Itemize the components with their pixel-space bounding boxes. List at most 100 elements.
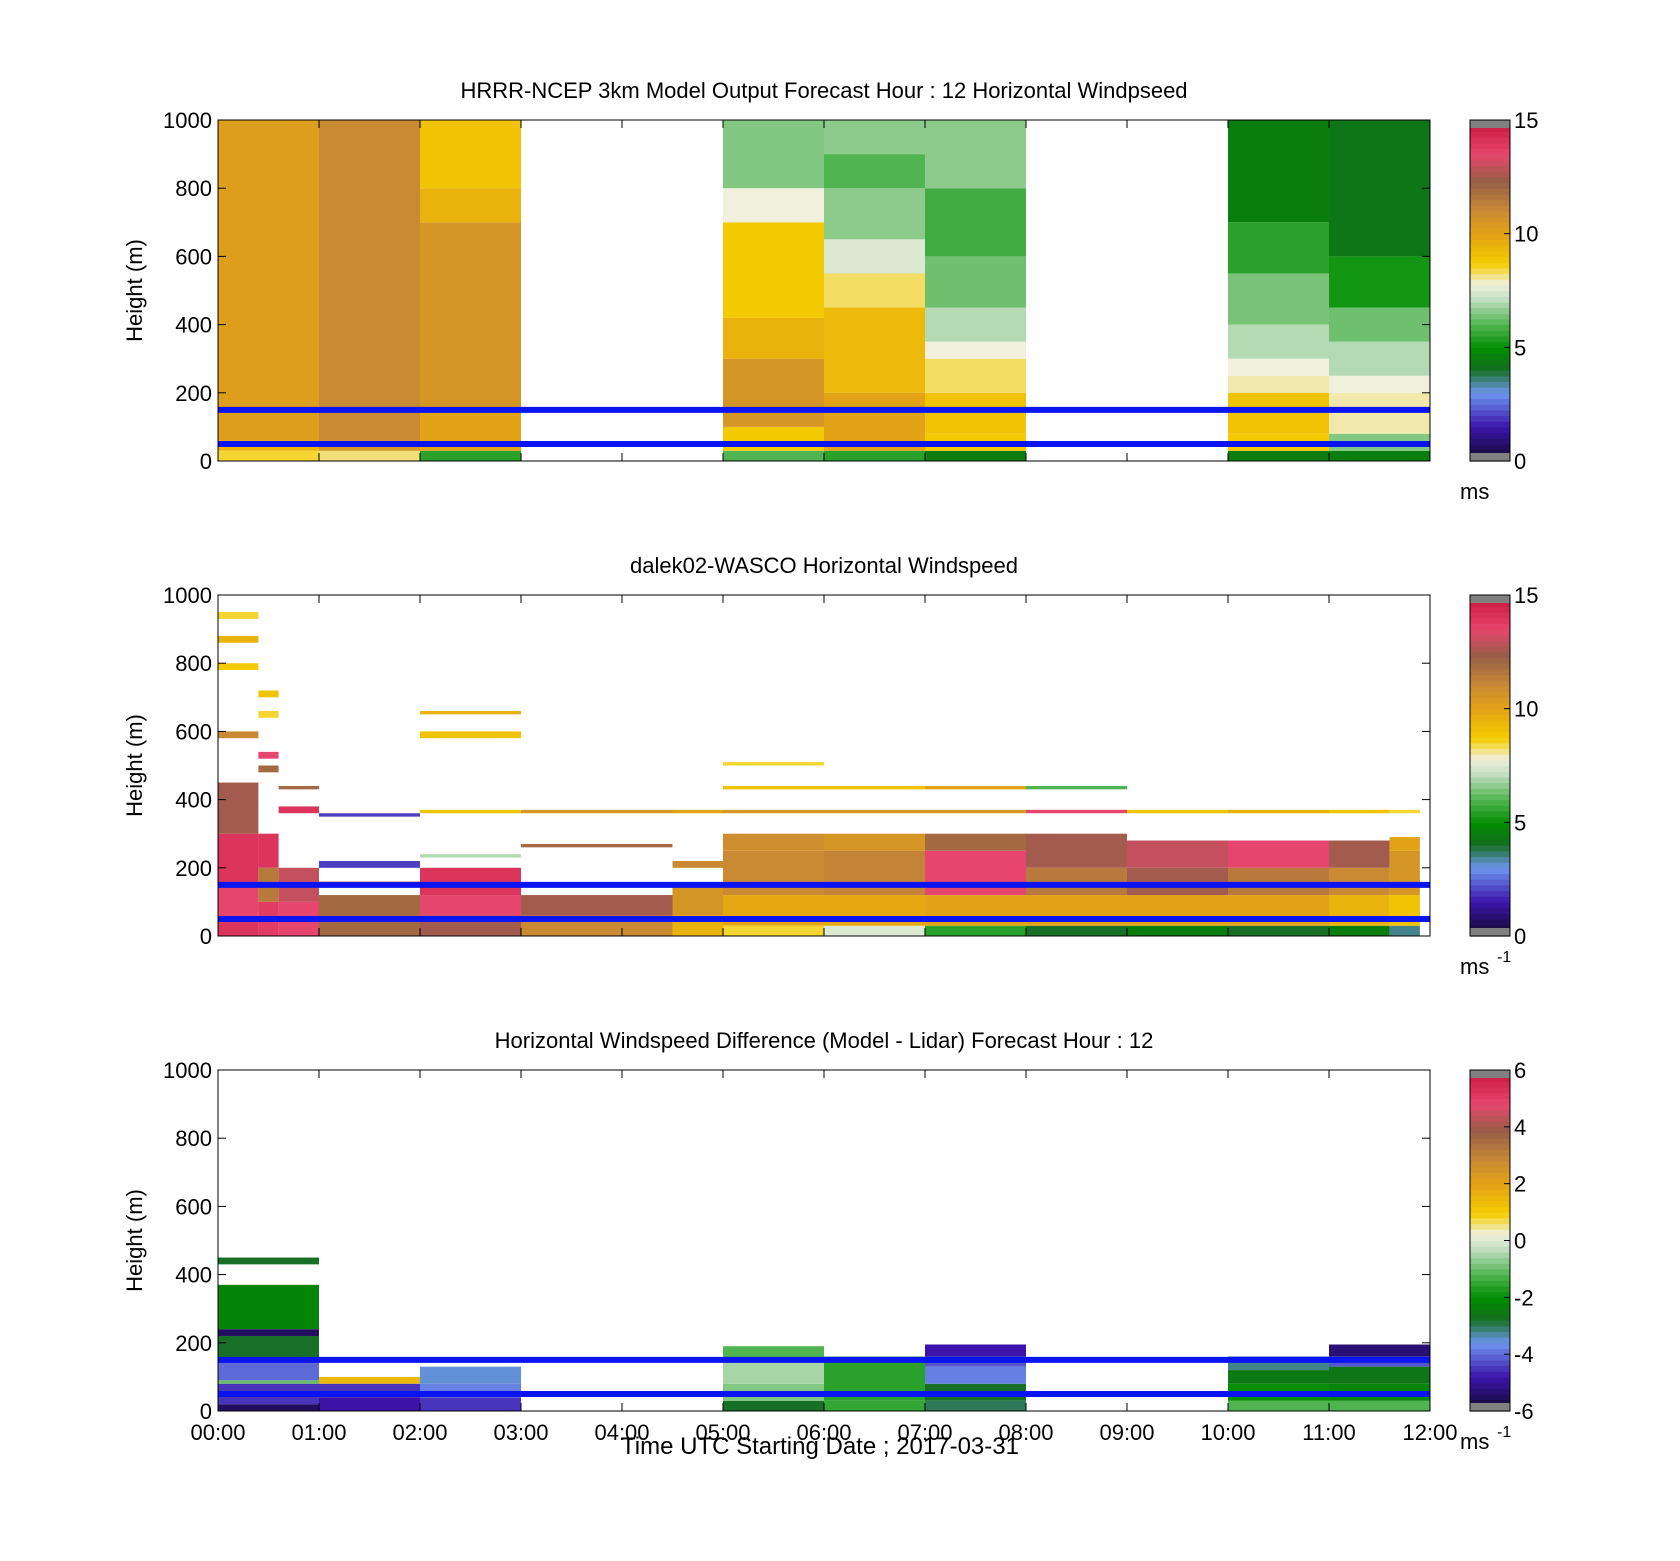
- heatmap-cell-c1-s2: [258, 833, 279, 868]
- colorbar-tick-label: -2: [1514, 1285, 1534, 1310]
- heatmap-cell-c6-s0: [1228, 1400, 1329, 1411]
- colorbar-band: [1470, 176, 1510, 184]
- heatmap-cell-c0-s1: [218, 884, 259, 916]
- colorbar-band: [1470, 606, 1510, 613]
- colorbar-tick-label: -4: [1514, 1342, 1534, 1367]
- colorbar-band: [1470, 1348, 1510, 1355]
- panel-title: dalek02-WASCO Horizontal Windspeed: [630, 553, 1018, 578]
- colorbar-tick-label: 15: [1514, 108, 1538, 133]
- colorbar-band: [1470, 697, 1510, 704]
- colorbar-band: [1470, 1092, 1510, 1100]
- heatmap-cell-c11-s4: [1127, 809, 1228, 814]
- heatmap-cell-c6-s8: [1228, 120, 1329, 223]
- colorbar-band: [1470, 335, 1510, 343]
- x-tick-label: 03:00: [493, 1420, 548, 1445]
- heatmap-cell-c7-s5: [723, 785, 824, 790]
- colorbar-unit-label: ms: [1460, 954, 1489, 979]
- colorbar-band: [1470, 1212, 1510, 1219]
- colorbar-band: [1470, 353, 1510, 360]
- y-tick-label: 1000: [163, 108, 212, 133]
- heatmap-cell-c8-s0: [824, 925, 925, 936]
- colorbar-band: [1470, 227, 1510, 235]
- colorbar-band: [1470, 1246, 1510, 1253]
- heatmap-cell-c6-s5: [1228, 324, 1329, 359]
- colorbar-tick-label: 5: [1514, 810, 1526, 835]
- heatmap-cell-c10-s5: [1026, 785, 1127, 790]
- x-tick-label: 00:00: [190, 1420, 245, 1445]
- colorbar-band: [1470, 845, 1510, 852]
- colorbar-band: [1470, 1206, 1510, 1213]
- colorbar-band: [1470, 1115, 1510, 1122]
- y-tick-label: 200: [175, 1331, 212, 1356]
- heatmap-cell-c12-s0: [1228, 925, 1329, 936]
- colorbar-band: [1470, 731, 1510, 738]
- colorbar-cap-bottom: [1470, 1403, 1510, 1411]
- colorbar-band: [1470, 691, 1510, 698]
- colorbar-band: [1470, 918, 1510, 926]
- heatmap-cell-c11-s0: [1127, 925, 1228, 936]
- colorbar-band: [1470, 1365, 1510, 1372]
- y-tick-label: 600: [175, 1194, 212, 1219]
- heatmap-cell-c3-s0: [319, 895, 420, 936]
- heatmap-cell-c0-s2: [218, 1380, 319, 1384]
- panel-3: 0 200 400 600 800 1000 00:00 01:00 02:00 03:00 04:…: [122, 1028, 1534, 1454]
- colorbar-band: [1470, 125, 1510, 132]
- heatmap-cell-c10-s4: [1026, 809, 1127, 814]
- colorbar-band: [1470, 290, 1510, 297]
- y-tick-label: 1000: [163, 1058, 212, 1083]
- colorbar-band: [1470, 404, 1510, 411]
- y-tick-label: 800: [175, 651, 212, 676]
- heatmap-cell-c1-s2: [319, 1376, 420, 1384]
- colorbar-band: [1470, 1189, 1510, 1196]
- colorbar-band: [1470, 776, 1510, 784]
- colorbar-band: [1470, 199, 1510, 206]
- colorbar-band: [1470, 850, 1510, 858]
- y-tick-label: 600: [175, 719, 212, 744]
- colorbar-band: [1470, 182, 1510, 189]
- heatmap-cell-c7-s4: [1329, 341, 1430, 376]
- heatmap-cell-c11-s2: [1127, 867, 1228, 896]
- colorbar-band: [1470, 617, 1510, 625]
- colorbar-band: [1470, 443, 1510, 451]
- colorbar-band: [1470, 438, 1510, 445]
- heatmap-cell-c7-s7: [1329, 120, 1430, 257]
- colorbar-band: [1470, 137, 1510, 144]
- colorbar-band: [1470, 131, 1510, 138]
- heatmap-cell-c7-s2: [1329, 1366, 1430, 1384]
- heatmap-cell-c6-s0: [1228, 450, 1329, 461]
- colorbar-band: [1470, 426, 1510, 434]
- heatmap-cell-c7-s0: [1329, 450, 1430, 461]
- colorbar-cap-bottom: [1470, 453, 1510, 461]
- heatmap-cell-c7-s2: [723, 850, 824, 896]
- y-tick-label: 0: [200, 924, 212, 949]
- colorbar-band: [1470, 828, 1510, 835]
- colorbar-band: [1470, 1172, 1510, 1179]
- colorbar-tick-label: 10: [1514, 222, 1538, 247]
- heatmap-cell-c2-s2: [420, 1366, 521, 1384]
- heatmap-cell-c4-s3: [824, 273, 925, 308]
- colorbar-tick-label: 0: [1514, 924, 1526, 949]
- colorbar-band: [1470, 1314, 1510, 1321]
- heatmap-cell-c3-s3: [723, 1346, 824, 1360]
- colorbar-band: [1470, 771, 1510, 778]
- x-tick-label: 09:00: [1099, 1420, 1154, 1445]
- colorbar-band: [1470, 668, 1510, 676]
- colorbar-band: [1470, 205, 1510, 212]
- heatmap-cell-c2-s3: [420, 188, 521, 223]
- colorbar-band: [1470, 1399, 1510, 1406]
- heatmap-cell-c4-s5: [824, 188, 925, 240]
- heatmap-cell-c14-s0: [1389, 925, 1420, 936]
- colorbar-cap-top: [1470, 120, 1510, 128]
- colorbar-band: [1470, 313, 1510, 320]
- heatmap-cell-c6-s2: [672, 860, 723, 868]
- heatmap-cell-c3-s4: [723, 222, 824, 318]
- heatmap-cell-c0-s2: [218, 833, 259, 885]
- heatmap-cell-c12-s2: [1228, 867, 1329, 896]
- colorbar-band: [1470, 250, 1510, 257]
- colorbar-band: [1470, 640, 1510, 647]
- colorbar-band: [1470, 623, 1510, 630]
- colorbar-band: [1470, 330, 1510, 337]
- heatmap-cell-c9-s3: [925, 833, 1026, 851]
- colorbar-band: [1470, 1274, 1510, 1281]
- heatmap-cell-c10-s2: [1026, 867, 1127, 896]
